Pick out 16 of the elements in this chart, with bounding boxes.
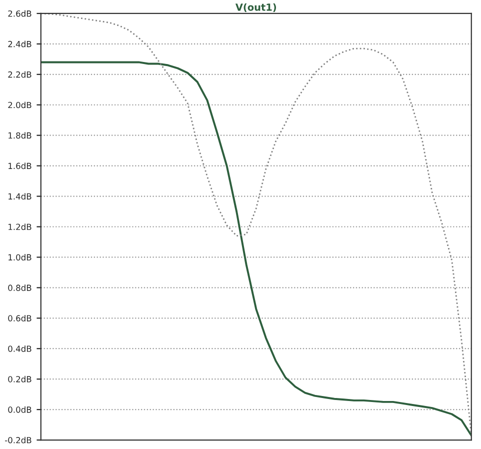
y-tick-label: 0.6dB — [8, 314, 32, 322]
chart-title: V(out1) — [235, 3, 276, 12]
y-tick-label: 0.2dB — [8, 376, 32, 382]
y-tick-label: 1.2dB — [8, 224, 32, 230]
y-tick-label: 0.8dB — [8, 284, 32, 291]
y-tick-label: 0.4dB — [8, 345, 32, 352]
y-tick-label: -0.2dB — [5, 436, 32, 444]
y-tick-label: 2.2dB — [8, 71, 32, 78]
y-tick-label: 2.6dB — [8, 10, 32, 17]
y-tick-label: 1.4dB — [8, 193, 32, 200]
y-tick-label: 1.0dB — [8, 254, 32, 260]
y-tick-label: 0.0dB — [8, 406, 32, 413]
y-tick-label: 2.4dB — [8, 40, 32, 48]
y-tick-label: 1.8dB — [8, 132, 32, 139]
y-tick-label: 2.0dB — [8, 102, 32, 108]
y-tick-label: 1.6dB — [8, 162, 32, 170]
